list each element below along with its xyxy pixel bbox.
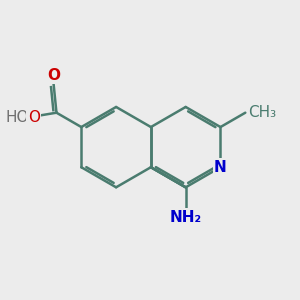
Text: CH₃: CH₃	[248, 105, 276, 120]
Text: HO: HO	[6, 110, 29, 124]
Text: O: O	[47, 68, 60, 82]
Text: N: N	[214, 160, 227, 175]
Text: NH₂: NH₂	[169, 210, 202, 225]
Text: O: O	[28, 110, 40, 124]
